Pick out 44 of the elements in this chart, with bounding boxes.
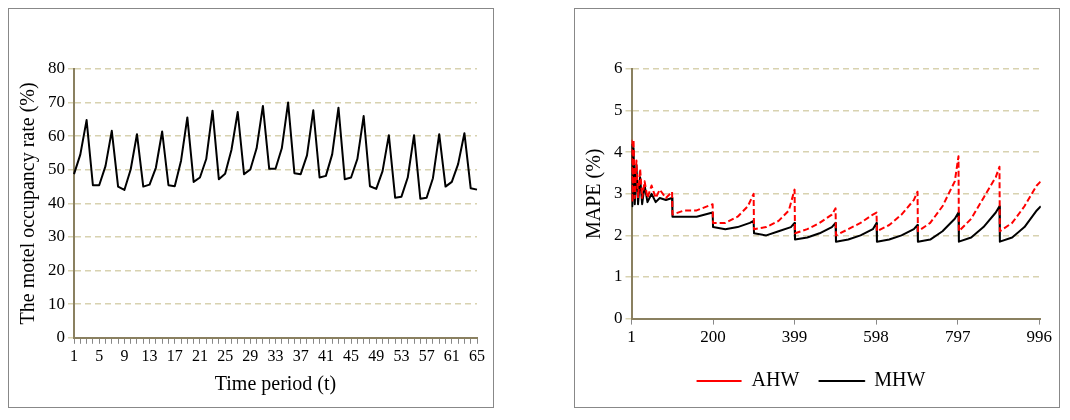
y-tick-label: 20: [48, 260, 65, 280]
x-tick-label: 9: [120, 346, 129, 364]
x-tick-label: 25: [217, 346, 234, 364]
y-tick-label: 3: [614, 183, 623, 203]
y-tick-label: 30: [48, 226, 65, 246]
x-tick-label: 13: [141, 346, 158, 364]
y-tick-label: 0: [56, 327, 65, 347]
x-tick-label: 45: [343, 346, 360, 364]
x-tick-label: 1: [627, 327, 636, 347]
y-tick-label: 1: [614, 266, 623, 286]
x-tick-label: 200: [700, 327, 726, 347]
x-tick-label: 61: [443, 346, 460, 364]
y-tick-label: 40: [48, 192, 65, 212]
y-tick-label: 10: [48, 293, 65, 313]
x-tick-label: 65: [469, 346, 485, 364]
y-tick-label: 0: [614, 308, 623, 328]
x-tick-label: 29: [242, 346, 259, 364]
x-tick-label: 53: [393, 346, 410, 364]
x-tick-label: 57: [418, 346, 435, 364]
x-tick-label: 797: [944, 327, 971, 347]
x-tick-label: 1: [70, 346, 78, 364]
x-tick-label: 17: [166, 346, 183, 364]
y-tick-label: 6: [614, 58, 623, 78]
y-axis-title: MAPE (%): [582, 148, 606, 240]
y-tick-label: 60: [48, 125, 65, 145]
y-tick-label: 80: [48, 58, 65, 78]
y-tick-label: 2: [614, 224, 623, 244]
y-tick-label: 5: [614, 100, 623, 120]
x-tick-label: 399: [781, 327, 808, 347]
x-tick-label: 996: [1026, 327, 1052, 347]
legend-label: AHW: [751, 368, 800, 391]
x-tick-label: 5: [95, 346, 104, 364]
x-axis-title: Time period (t): [214, 372, 337, 396]
y-axis-title: The motel occupancy rate (%): [16, 82, 40, 325]
x-tick-label: 49: [368, 346, 385, 364]
x-tick-label: 33: [267, 346, 284, 364]
x-tick-label: 37: [292, 346, 309, 364]
y-tick-label: 50: [48, 159, 65, 179]
y-tick-label: 4: [614, 141, 623, 161]
y-tick-label: 70: [48, 92, 65, 112]
x-tick-label: 21: [191, 346, 208, 364]
x-tick-label: 598: [863, 327, 889, 347]
legend-label: MHW: [874, 368, 926, 391]
x-tick-label: 41: [317, 346, 334, 364]
